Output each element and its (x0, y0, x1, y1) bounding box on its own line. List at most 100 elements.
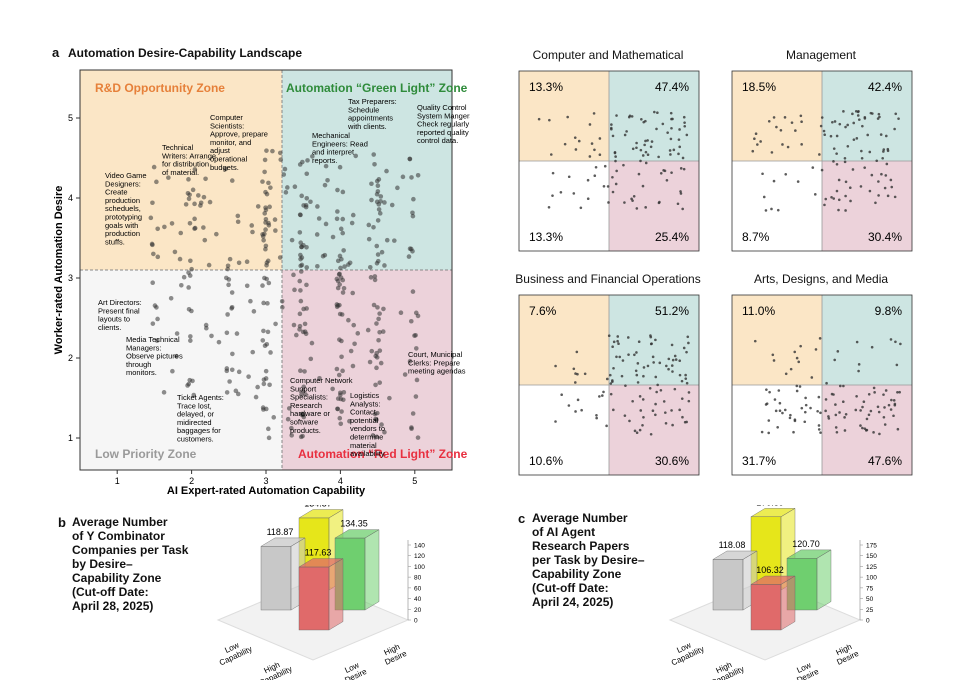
scatter-point (150, 321, 156, 326)
facet-point (611, 175, 614, 179)
facet-point (673, 354, 677, 358)
facet-point (590, 142, 594, 145)
facet-point (652, 361, 655, 364)
facet-point (614, 182, 618, 186)
bar-low-desire-high-capability-side (328, 558, 344, 631)
scatter-point (377, 380, 383, 385)
facet-point (665, 364, 668, 368)
facet-point (869, 409, 873, 413)
scatter-point (174, 331, 180, 336)
facet-point (778, 401, 782, 405)
z-tick-label: 75 (866, 585, 874, 592)
facet-point (835, 134, 839, 138)
scatter-point (374, 350, 379, 356)
facet-point (884, 389, 888, 392)
facet-point (809, 406, 812, 410)
scatter-point (353, 153, 359, 159)
facet-point (877, 180, 880, 183)
scatter-point (392, 238, 397, 243)
facet-point (618, 355, 622, 359)
scatter-point (155, 316, 160, 322)
facet-point (628, 114, 632, 118)
scatter-point (299, 244, 304, 250)
facet-point (764, 403, 768, 406)
facet-point (576, 398, 580, 402)
facet-point (574, 372, 577, 375)
facet-point (846, 144, 850, 148)
facet-point (848, 186, 852, 190)
facet-point (638, 428, 642, 432)
facet-point (837, 178, 841, 182)
scatter-point (277, 150, 283, 156)
facet-point (661, 122, 665, 126)
facet-point (838, 122, 842, 126)
facet-point (882, 150, 885, 153)
scatter-point (262, 211, 268, 216)
scatter-point (320, 253, 326, 259)
scatter-point (323, 163, 329, 169)
facet-point (679, 190, 682, 193)
scatter-point (155, 254, 161, 260)
facet-scatter-chart: 11.0% 9.8% 31.7% 47.6% (731, 294, 913, 476)
facet-point (655, 127, 658, 131)
facet-point (687, 399, 691, 403)
facet-point (788, 416, 792, 420)
scatter-point (297, 278, 303, 284)
scatter-point (226, 282, 231, 288)
facet-point (658, 361, 662, 365)
scatter-point (346, 317, 351, 323)
task-annotation: Computer Network Support Specialists: Resea… (290, 376, 353, 435)
panel-b-letter: b (58, 515, 66, 530)
facet-point (626, 336, 630, 339)
facet-point (822, 129, 826, 133)
scatter-point (271, 415, 277, 420)
facet-point (860, 156, 864, 160)
facet-point (666, 131, 669, 134)
scatter-point (150, 200, 155, 206)
facet-point (650, 140, 654, 143)
facet-point (595, 413, 598, 417)
facet-point (829, 134, 833, 138)
facet-point (554, 364, 557, 368)
scatter-point (244, 283, 250, 289)
bar-axis-label: LowCapability (666, 636, 705, 667)
facet-point (682, 167, 686, 171)
scatter-point (187, 377, 193, 383)
scatter-point (369, 348, 375, 354)
facet-point (683, 124, 687, 128)
facet-point (654, 402, 657, 406)
z-tick-label: 80 (414, 575, 422, 582)
facet-point (678, 373, 682, 377)
task-annotation: Art Directors: Present final layouts to cli… (98, 298, 142, 332)
facet-point (855, 340, 859, 344)
scatter-point (268, 185, 273, 190)
scatter-points (148, 148, 421, 441)
task-annotation: Video Game Designers: Create production sche… (105, 171, 147, 246)
facet-point (548, 118, 551, 122)
facet-point (685, 350, 688, 354)
scatter-point (410, 411, 416, 416)
scatter-point (374, 260, 380, 266)
facet-point (842, 110, 845, 113)
facet-point (765, 388, 768, 391)
scatter-point (340, 277, 346, 283)
facet-point (610, 127, 613, 131)
scatter-point (400, 174, 406, 180)
facet-point (651, 355, 655, 359)
scatter-point (372, 274, 378, 279)
facet-point (664, 411, 667, 414)
scatter-point (377, 311, 382, 316)
facet-point (773, 398, 777, 401)
facet-point (615, 114, 618, 117)
facet-point (547, 205, 551, 209)
facet-point (837, 208, 840, 212)
low-zone-region (80, 270, 282, 470)
facet-point (612, 366, 615, 370)
facet-rd-zone (519, 295, 609, 385)
scatter-point (317, 375, 322, 381)
scatter-point (224, 368, 230, 374)
facet-point (868, 189, 872, 193)
facet-point (641, 184, 645, 188)
facet-point (872, 431, 875, 434)
scatter-point (297, 311, 303, 317)
